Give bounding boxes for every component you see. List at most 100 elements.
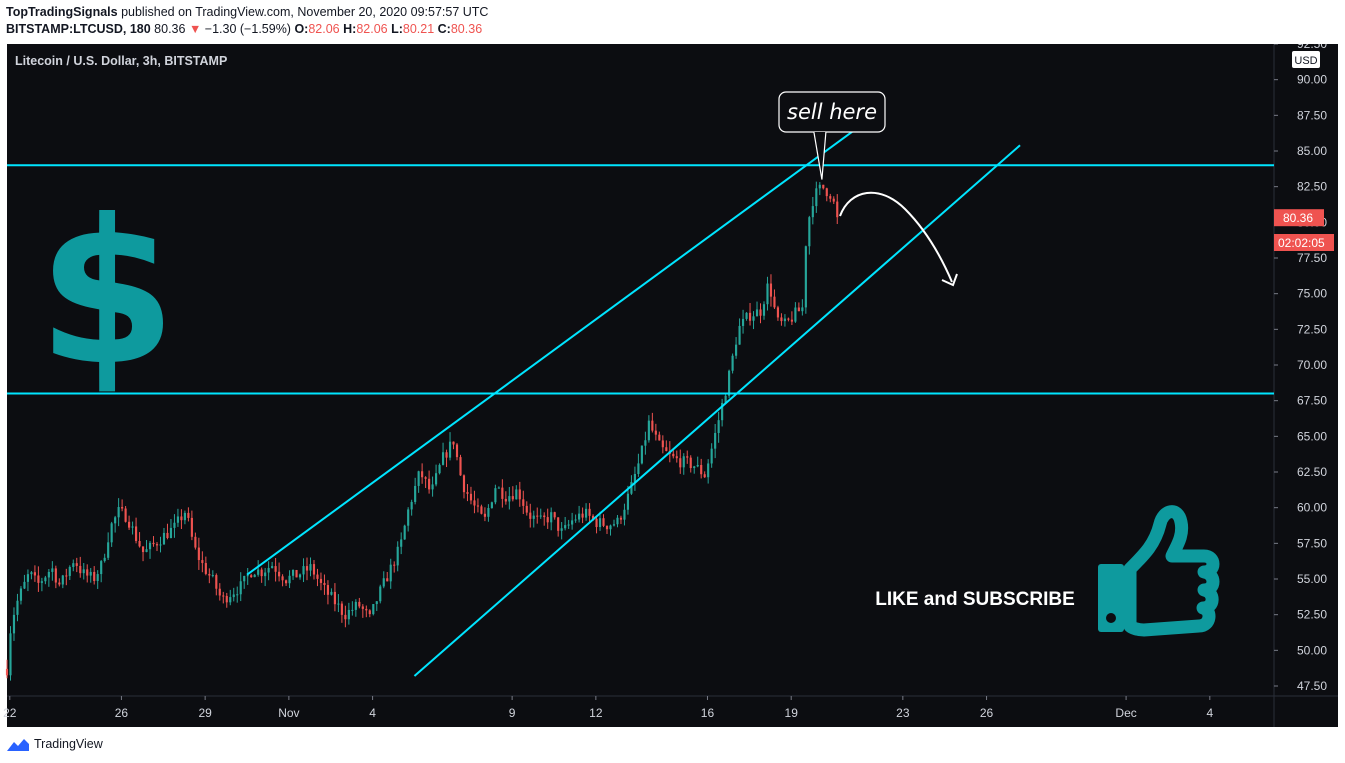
candle-body xyxy=(483,513,486,517)
candle-body xyxy=(553,512,556,518)
candle-body xyxy=(490,502,493,508)
candle-body xyxy=(9,633,12,676)
change-value: −1.30 (−1.59%) xyxy=(204,22,291,36)
candle-body xyxy=(494,488,497,503)
candle-body xyxy=(567,524,570,526)
candle-body xyxy=(173,522,176,528)
candle-body xyxy=(194,536,197,548)
candle-body xyxy=(368,610,371,615)
candle-body xyxy=(5,668,9,676)
x-tick-label: 4 xyxy=(1206,706,1213,720)
candle-body xyxy=(344,614,347,620)
x-tick-label: 26 xyxy=(980,706,994,720)
x-tick-label: 4 xyxy=(369,706,376,720)
candle-body xyxy=(414,485,417,502)
candle-body xyxy=(735,344,738,356)
y-tick-label: 87.50 xyxy=(1297,108,1327,122)
candle-body xyxy=(204,563,207,574)
candle-body xyxy=(218,588,221,596)
candle-body xyxy=(47,571,50,578)
candle-body xyxy=(459,457,462,476)
candle-body xyxy=(295,569,298,578)
candle-body xyxy=(829,196,832,199)
candle-body xyxy=(822,184,825,189)
plot-area[interactable] xyxy=(7,44,1274,696)
high-value: 82.06 xyxy=(356,22,388,36)
candle-body xyxy=(501,487,504,499)
candle-body xyxy=(452,441,455,445)
candle-body xyxy=(431,484,434,490)
last-price: 80.36 xyxy=(154,22,186,36)
candle-body xyxy=(536,515,539,517)
candle-body xyxy=(96,574,99,582)
price-chart[interactable]: 92.5090.0087.5085.0082.5080.0077.5075.00… xyxy=(0,44,1345,727)
candle-body xyxy=(271,566,274,568)
candle-body xyxy=(518,489,521,500)
candle-body xyxy=(215,575,218,589)
x-tick-label: 19 xyxy=(785,706,799,720)
candle-body xyxy=(794,307,797,322)
y-tick-label: 62.50 xyxy=(1297,465,1327,479)
y-tick-label: 90.00 xyxy=(1297,73,1327,87)
candle-body xyxy=(714,432,717,449)
candle-body xyxy=(107,542,110,558)
y-tick-label: 75.00 xyxy=(1297,287,1327,301)
candle-body xyxy=(804,246,807,308)
author-name[interactable]: TopTradingSignals xyxy=(6,5,118,19)
candle-body xyxy=(169,527,173,539)
candle-body xyxy=(54,568,57,583)
candle-body xyxy=(769,283,773,297)
candle-body xyxy=(379,586,382,602)
candle-body xyxy=(511,496,514,500)
y-tick-label: 65.00 xyxy=(1297,429,1327,443)
candle-body xyxy=(445,452,448,458)
candle-body xyxy=(748,312,752,321)
candle-body xyxy=(476,505,480,507)
candle-body xyxy=(372,604,375,615)
candle-body xyxy=(738,325,741,345)
candle-body xyxy=(790,319,793,322)
candle-body xyxy=(818,184,821,189)
footer-branding[interactable]: TradingView xyxy=(6,736,103,752)
candle-body xyxy=(187,512,190,518)
candle-body xyxy=(560,528,563,531)
low-label: L: xyxy=(391,22,403,36)
candle-body xyxy=(44,577,47,582)
sell-here-callout[interactable]: sell here xyxy=(778,91,886,180)
candle-body xyxy=(51,568,54,572)
countdown-tag-text: 02:02:05 xyxy=(1278,236,1325,250)
candle-body xyxy=(72,563,75,567)
candle-body xyxy=(260,569,263,577)
price-axis[interactable] xyxy=(1274,44,1338,727)
y-tick-label: 50.00 xyxy=(1297,643,1327,657)
candle-body xyxy=(766,283,769,305)
candle-body xyxy=(159,544,162,546)
candle-body xyxy=(86,569,89,576)
like-subscribe-text: LIKE and SUBSCRIBE xyxy=(875,589,1075,610)
ohlc-bar: BITSTAMP:LTCUSD, 180 80.36 ▼ −1.30 (−1.5… xyxy=(6,22,482,36)
candle-body xyxy=(752,316,755,321)
candle-body xyxy=(759,309,762,316)
time-axis[interactable] xyxy=(7,696,1274,727)
levels-layer xyxy=(7,124,1274,677)
candle-body xyxy=(229,597,232,603)
candle-body xyxy=(623,509,626,520)
candle-body xyxy=(393,564,396,566)
candle-body xyxy=(417,471,420,486)
candle-body xyxy=(333,591,336,605)
candle-body xyxy=(602,518,605,526)
candle-body xyxy=(780,317,783,322)
candle-body xyxy=(166,532,169,539)
candle-body xyxy=(815,188,818,207)
candle-body xyxy=(651,420,654,431)
candle-body xyxy=(836,201,839,218)
candle-body xyxy=(787,318,790,320)
x-tick-label: 23 xyxy=(896,706,910,720)
y-tick-label: 57.50 xyxy=(1297,536,1327,550)
candle-body xyxy=(114,517,117,524)
symbol-label: BITSTAMP:LTCUSD, 180 xyxy=(6,22,151,36)
candle-body xyxy=(473,500,476,506)
y-tick-label: 85.00 xyxy=(1297,144,1327,158)
open-label: O: xyxy=(294,22,309,36)
currency-badge[interactable] xyxy=(1292,51,1320,68)
